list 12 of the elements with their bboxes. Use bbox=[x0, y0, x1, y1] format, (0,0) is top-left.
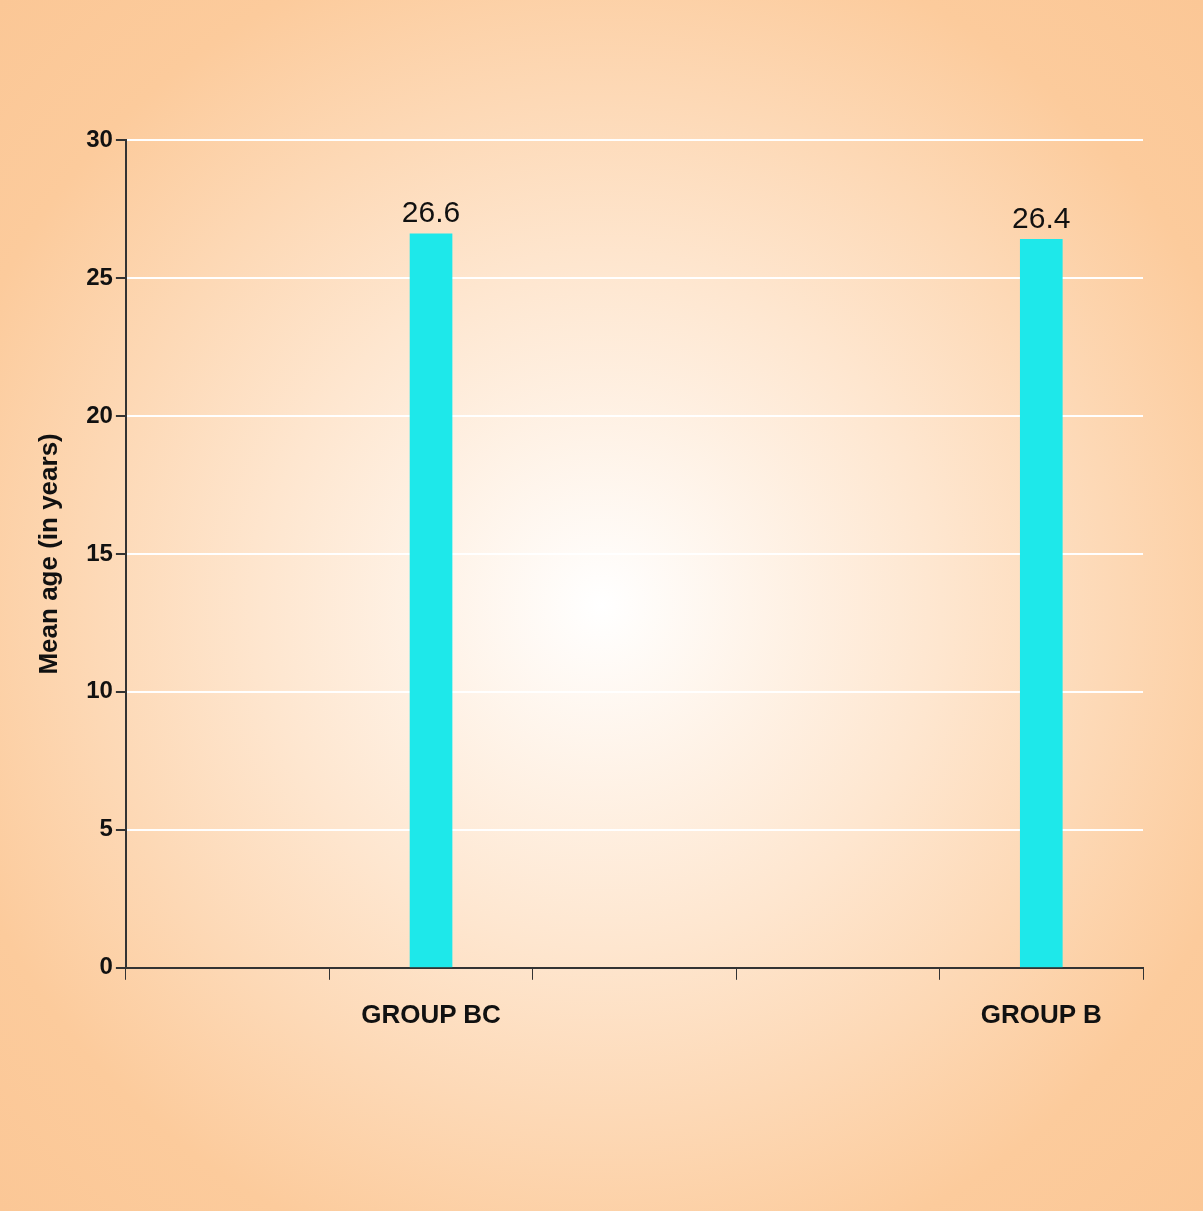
y-tick-label: 30 bbox=[86, 124, 113, 152]
x-tick-label: GROUP B bbox=[980, 998, 1102, 1029]
y-tick-label: 10 bbox=[86, 676, 113, 704]
y-tick-label: 0 bbox=[99, 952, 113, 980]
y-tick-label: 5 bbox=[99, 814, 113, 842]
data-label: 26.6 bbox=[401, 195, 461, 229]
y-tick-label: 15 bbox=[86, 538, 113, 566]
y-axis-title: Mean age (in years) bbox=[32, 433, 63, 675]
data-label: 26.4 bbox=[1012, 200, 1071, 234]
y-tick-label: 25 bbox=[86, 262, 113, 290]
x-tick-label: GROUP BC bbox=[361, 998, 502, 1029]
y-tick-label: 20 bbox=[86, 400, 113, 428]
